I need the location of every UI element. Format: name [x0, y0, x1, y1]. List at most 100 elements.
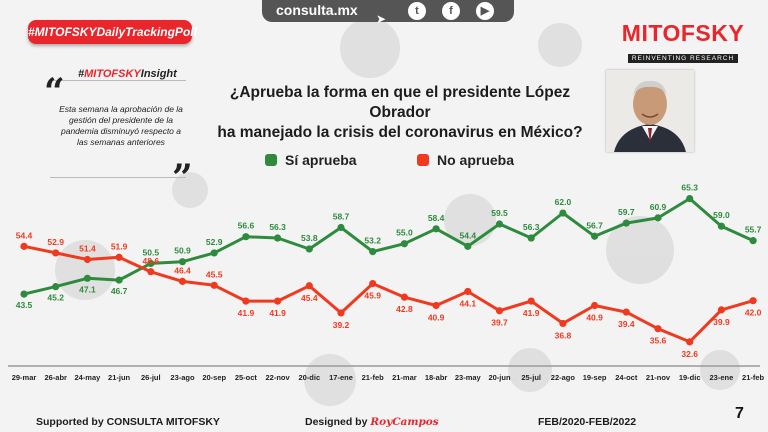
data-point-disapprove [686, 338, 694, 346]
data-point-approve [115, 276, 123, 284]
insight-title: #MITOFSKYInsight [78, 68, 177, 80]
data-point-disapprove [527, 297, 535, 305]
data-point-disapprove [495, 307, 504, 315]
footer-period: FEB/2020-FEB/2022 [538, 416, 637, 428]
x-tick-label: 18-abr [425, 373, 448, 382]
data-point-disapprove [147, 268, 155, 276]
x-tick-label: 24-oct [615, 373, 638, 382]
data-point-disapprove [115, 253, 123, 261]
data-point-disapprove [559, 319, 567, 328]
insight-box [50, 80, 186, 178]
data-label-approve: 62.0 [555, 197, 572, 207]
data-point-disapprove [464, 287, 472, 296]
x-tick-label: 29-mar [12, 373, 37, 382]
brand-logo: MITOFSKY REINVENTING RESEARCH [618, 20, 748, 65]
data-point-approve [654, 214, 662, 222]
data-point-approve [210, 249, 218, 257]
data-point-approve [274, 234, 282, 242]
hashtag-badge[interactable]: #MITOFSKYDailyTrackingPoll [28, 20, 197, 44]
site-link[interactable]: consulta.mx [276, 2, 358, 18]
data-point-disapprove [432, 301, 440, 310]
data-label-approve: 56.7 [586, 220, 603, 230]
data-point-disapprove [337, 309, 345, 317]
data-point-approve [369, 248, 377, 256]
data-point-approve [717, 222, 726, 230]
data-label-approve: 47.1 [79, 284, 96, 294]
data-label-approve: 65.3 [681, 183, 698, 193]
data-label-disapprove: 45.9 [364, 291, 381, 301]
close-quote-icon: ” [172, 157, 193, 199]
x-tick-label: 17-ene [329, 373, 353, 382]
x-tick-label: 20-dic [298, 373, 320, 382]
data-point-disapprove [400, 293, 408, 301]
x-tick-label: 19-sep [583, 373, 607, 382]
data-point-disapprove [749, 297, 757, 305]
data-label-approve: 50.5 [143, 247, 160, 257]
data-point-approve [83, 274, 91, 282]
data-label-disapprove: 54.4 [16, 230, 33, 240]
data-point-disapprove [83, 255, 91, 264]
chart-title: ¿Aprueba la forma en que el presidente L… [200, 83, 600, 143]
data-label-disapprove: 41.9 [238, 308, 255, 318]
data-label-approve: 54.4 [460, 230, 477, 240]
open-quote-icon: “ [44, 71, 65, 113]
data-label-disapprove: 46.4 [174, 265, 191, 275]
x-tick-label: 26-abr [44, 373, 67, 382]
data-label-disapprove: 32.6 [681, 349, 698, 359]
legend-disapprove: No aprueba [417, 152, 514, 168]
x-tick-label: 23-ene [710, 373, 734, 382]
data-label-approve: 56.3 [523, 222, 540, 232]
data-point-approve [305, 245, 313, 253]
data-label-disapprove: 40.9 [428, 312, 445, 322]
x-tick-label: 21-mar [392, 373, 417, 382]
x-tick-label: 21-feb [742, 373, 765, 382]
data-point-disapprove [20, 242, 28, 250]
legend-approve: Sí aprueba [265, 152, 357, 168]
top-bar: consulta.mx t f ▶ [262, 0, 514, 22]
data-label-approve: 52.9 [206, 237, 223, 247]
data-point-approve [178, 258, 187, 266]
brand-name: MITOFSKY [621, 20, 745, 46]
x-tick-label: 20-sep [202, 373, 226, 382]
data-label-disapprove: 39.9 [713, 317, 730, 327]
data-point-disapprove [369, 279, 377, 288]
data-label-disapprove: 41.9 [523, 308, 540, 318]
data-label-disapprove: 42.0 [745, 308, 762, 318]
data-point-disapprove [242, 297, 250, 305]
insight-title-prefix: # [78, 68, 85, 80]
data-point-approve [52, 283, 60, 291]
data-label-approve: 60.9 [650, 202, 667, 212]
data-label-disapprove: 45.4 [301, 293, 318, 303]
data-label-approve: 53.2 [364, 236, 381, 246]
data-point-approve [432, 225, 440, 233]
insight-text: Esta semana la aprobación de la gestión … [59, 104, 183, 147]
x-tick-label: 21-nov [646, 373, 671, 382]
legend-approve-label: Sí aprueba [285, 152, 357, 168]
data-label-approve: 59.5 [491, 208, 508, 218]
data-label-disapprove: 35.6 [650, 336, 667, 346]
data-label-disapprove: 39.2 [333, 320, 350, 330]
data-point-disapprove [274, 297, 282, 305]
data-label-disapprove: 39.7 [491, 318, 508, 328]
youtube-icon[interactable]: ▶ [476, 2, 494, 20]
insight-title-highlight: MITOFSKY [84, 68, 141, 80]
chart-title-line-2: ha manejado la crisis del coronavirus en… [217, 124, 583, 141]
x-tick-label: 24-may [74, 373, 101, 382]
footer-designed-name: RoyCampos [370, 416, 439, 428]
data-point-disapprove [622, 308, 630, 316]
data-point-disapprove [305, 282, 313, 290]
series-line-approve [23, 197, 754, 296]
data-point-approve [495, 220, 504, 228]
mouse-cursor-icon: ➤ [376, 12, 387, 26]
data-point-disapprove [717, 306, 726, 314]
x-tick-label: 21-feb [362, 373, 385, 382]
x-tick-label: 20-jun [488, 373, 511, 382]
data-point-approve [464, 242, 472, 250]
insight-title-suffix: Insight [140, 68, 177, 80]
twitter-icon[interactable]: t [408, 2, 426, 20]
facebook-icon[interactable]: f [442, 2, 460, 20]
data-point-approve [559, 209, 567, 217]
data-point-approve [400, 240, 408, 248]
